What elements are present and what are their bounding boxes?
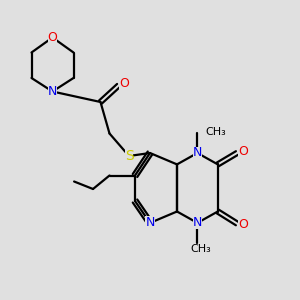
Text: N: N — [193, 216, 202, 230]
Text: O: O — [119, 76, 129, 90]
Text: O: O — [238, 145, 248, 158]
Text: CH₃: CH₃ — [205, 127, 226, 137]
Text: S: S — [124, 149, 134, 163]
Text: N: N — [48, 85, 57, 98]
Text: O: O — [48, 31, 57, 44]
Text: N: N — [145, 216, 155, 230]
Text: O: O — [238, 218, 248, 231]
Text: N: N — [193, 146, 202, 160]
Text: CH₃: CH₃ — [190, 244, 211, 254]
